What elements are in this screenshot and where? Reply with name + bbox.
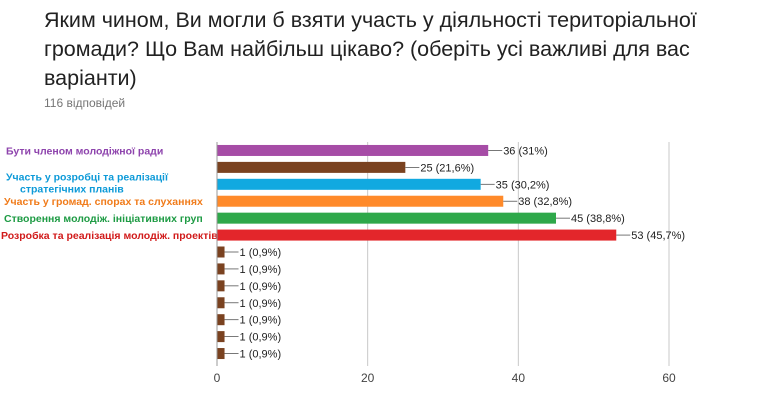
x-tick-label: 60 [662,371,676,385]
bar [217,331,225,343]
value-label: 1 (0,9%) [240,332,282,344]
category-label: Розробка та реалізація молодіж. проектів [1,230,218,242]
bar [217,212,556,224]
x-tick-label: 0 [214,371,221,385]
value-label: 38 (32,8%) [518,196,572,208]
value-label: 1 (0,9%) [240,298,282,310]
x-tick-label: 20 [361,371,375,385]
value-label: 1 (0,9%) [240,247,282,259]
category-label: стратегічних планів [20,183,124,195]
category-label: Участь у громад. спорах та слуханнях [4,196,203,208]
value-label: 1 (0,9%) [240,315,282,327]
bar [217,144,489,156]
x-tick-label: 40 [512,371,526,385]
response-count: 116 відповідей [44,96,126,110]
bar [217,297,225,309]
bar [217,195,504,207]
bar [217,246,225,258]
bar [217,161,406,173]
value-label: 1 (0,9%) [240,349,282,361]
bar [217,178,481,190]
value-label: 35 (30,2%) [496,179,550,191]
value-label: 1 (0,9%) [240,264,282,276]
category-label: Участь у розробці та реалізації [6,171,169,183]
value-label: 25 (21,6%) [420,162,474,174]
value-label: 36 (31%) [503,145,548,157]
bar [217,229,617,241]
bar [217,280,225,292]
category-label: Створення молодіж. ініціативних груп [4,213,203,225]
value-label: 45 (38,8%) [571,213,625,225]
category-label: Бути членом молодіжної ради [6,145,163,157]
question-title: Яким чином, Ви могли б взяти участь у ді… [44,8,697,90]
bar [217,348,225,360]
value-label: 1 (0,9%) [240,281,282,293]
value-label: 53 (45,7%) [631,230,685,242]
bar [217,263,225,275]
bar [217,314,225,326]
